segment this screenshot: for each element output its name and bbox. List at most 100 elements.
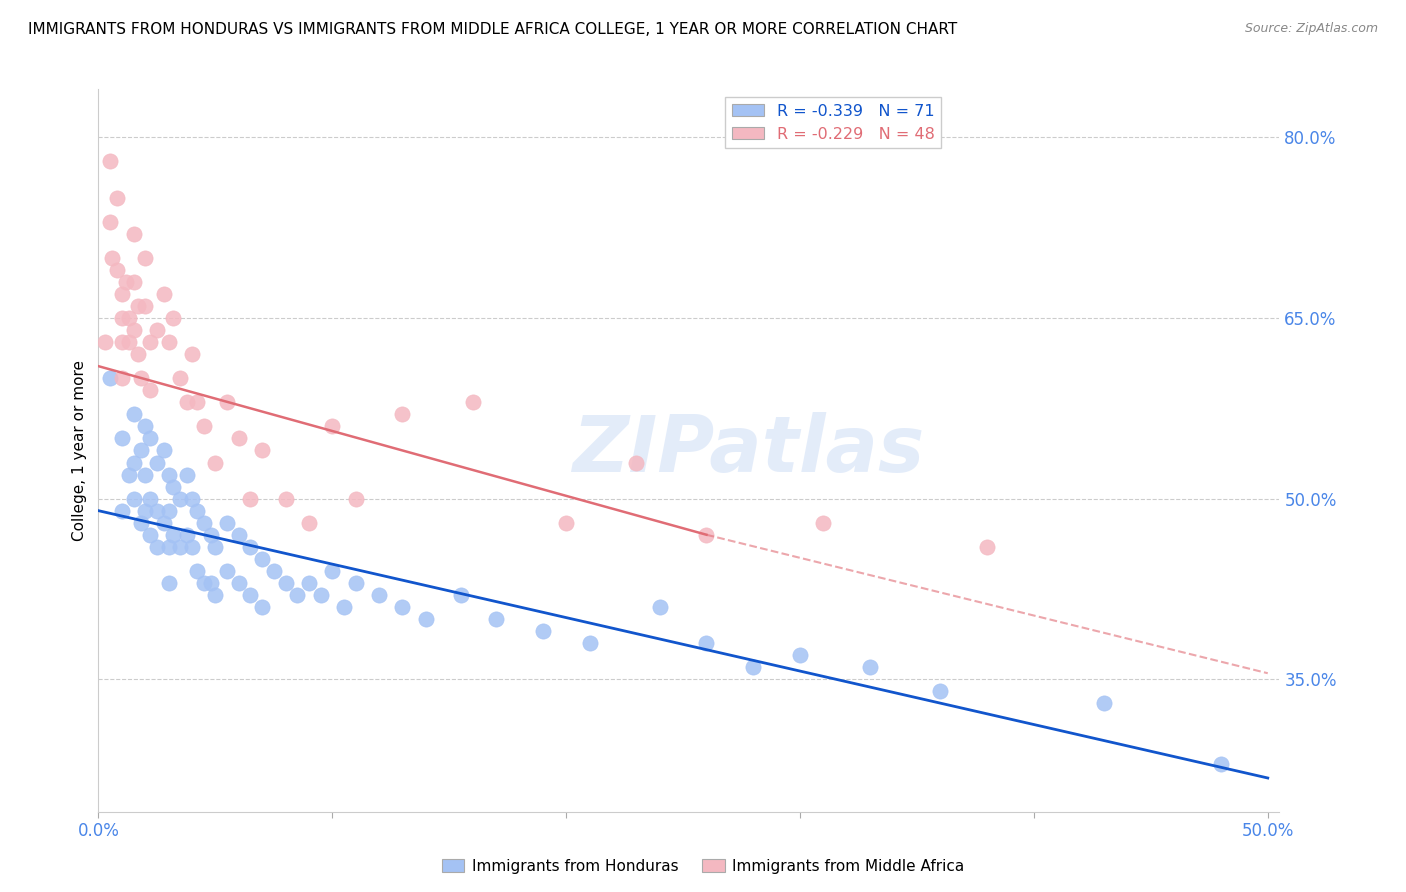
Point — [648, 599, 671, 614]
Y-axis label: College, 1 year or more: College, 1 year or more — [72, 360, 87, 541]
Point — [239, 588, 262, 602]
Point — [118, 467, 141, 482]
Point — [228, 576, 250, 591]
Point — [98, 371, 121, 385]
Point — [181, 540, 204, 554]
Point — [929, 684, 952, 698]
Point — [169, 540, 191, 554]
Point — [461, 395, 484, 409]
Point — [176, 395, 198, 409]
Point — [157, 576, 180, 591]
Point — [742, 660, 765, 674]
Point — [98, 214, 121, 228]
Point — [578, 636, 600, 650]
Point — [153, 286, 176, 301]
Point — [118, 310, 141, 325]
Point — [118, 334, 141, 349]
Point — [129, 443, 152, 458]
Point — [139, 431, 162, 445]
Point — [157, 334, 180, 349]
Point — [134, 503, 156, 517]
Point — [193, 576, 215, 591]
Point — [813, 516, 835, 530]
Point — [157, 467, 180, 482]
Point — [250, 443, 273, 458]
Point — [186, 564, 208, 578]
Point — [134, 467, 156, 482]
Point — [695, 636, 717, 650]
Point — [204, 540, 226, 554]
Point — [134, 251, 156, 265]
Point — [162, 479, 184, 493]
Point — [139, 491, 162, 506]
Point — [134, 419, 156, 434]
Point — [98, 154, 121, 169]
Point — [204, 588, 226, 602]
Point — [321, 564, 343, 578]
Point — [129, 516, 152, 530]
Point — [298, 576, 321, 591]
Point — [321, 419, 343, 434]
Point — [215, 564, 238, 578]
Point — [228, 528, 250, 542]
Point — [239, 491, 262, 506]
Point — [115, 275, 138, 289]
Legend: Immigrants from Honduras, Immigrants from Middle Africa: Immigrants from Honduras, Immigrants fro… — [436, 853, 970, 880]
Point — [111, 310, 134, 325]
Point — [200, 576, 222, 591]
Point — [157, 503, 180, 517]
Point — [153, 443, 176, 458]
Point — [250, 551, 273, 566]
Point — [1209, 756, 1232, 771]
Point — [176, 528, 198, 542]
Point — [181, 347, 204, 361]
Point — [215, 516, 238, 530]
Point — [162, 310, 184, 325]
Legend: R = -0.339   N = 71, R = -0.229   N = 48: R = -0.339 N = 71, R = -0.229 N = 48 — [725, 97, 941, 148]
Point — [344, 576, 367, 591]
Point — [146, 503, 169, 517]
Point — [134, 299, 156, 313]
Point — [333, 599, 356, 614]
Point — [122, 491, 145, 506]
Point — [309, 588, 332, 602]
Point — [228, 431, 250, 445]
Point — [186, 395, 208, 409]
Point — [176, 467, 198, 482]
Point — [94, 334, 117, 349]
Point — [485, 612, 508, 626]
Point — [789, 648, 811, 662]
Point — [153, 516, 176, 530]
Point — [368, 588, 391, 602]
Text: IMMIGRANTS FROM HONDURAS VS IMMIGRANTS FROM MIDDLE AFRICA COLLEGE, 1 YEAR OR MOR: IMMIGRANTS FROM HONDURAS VS IMMIGRANTS F… — [28, 22, 957, 37]
Point — [101, 251, 124, 265]
Point — [181, 491, 204, 506]
Point — [157, 540, 180, 554]
Text: Source: ZipAtlas.com: Source: ZipAtlas.com — [1244, 22, 1378, 36]
Point — [139, 528, 162, 542]
Point — [162, 528, 184, 542]
Point — [111, 334, 134, 349]
Point — [344, 491, 367, 506]
Point — [391, 599, 413, 614]
Point — [111, 503, 134, 517]
Point — [129, 371, 152, 385]
Point — [285, 588, 308, 602]
Point — [859, 660, 882, 674]
Point — [122, 455, 145, 469]
Point — [122, 227, 145, 241]
Point — [139, 383, 162, 397]
Point — [111, 371, 134, 385]
Point — [111, 286, 134, 301]
Point — [200, 528, 222, 542]
Point — [193, 419, 215, 434]
Point — [127, 347, 149, 361]
Point — [105, 190, 128, 204]
Point — [450, 588, 472, 602]
Point — [274, 576, 297, 591]
Point — [555, 516, 578, 530]
Point — [250, 599, 273, 614]
Point — [146, 455, 169, 469]
Point — [186, 503, 208, 517]
Point — [976, 540, 998, 554]
